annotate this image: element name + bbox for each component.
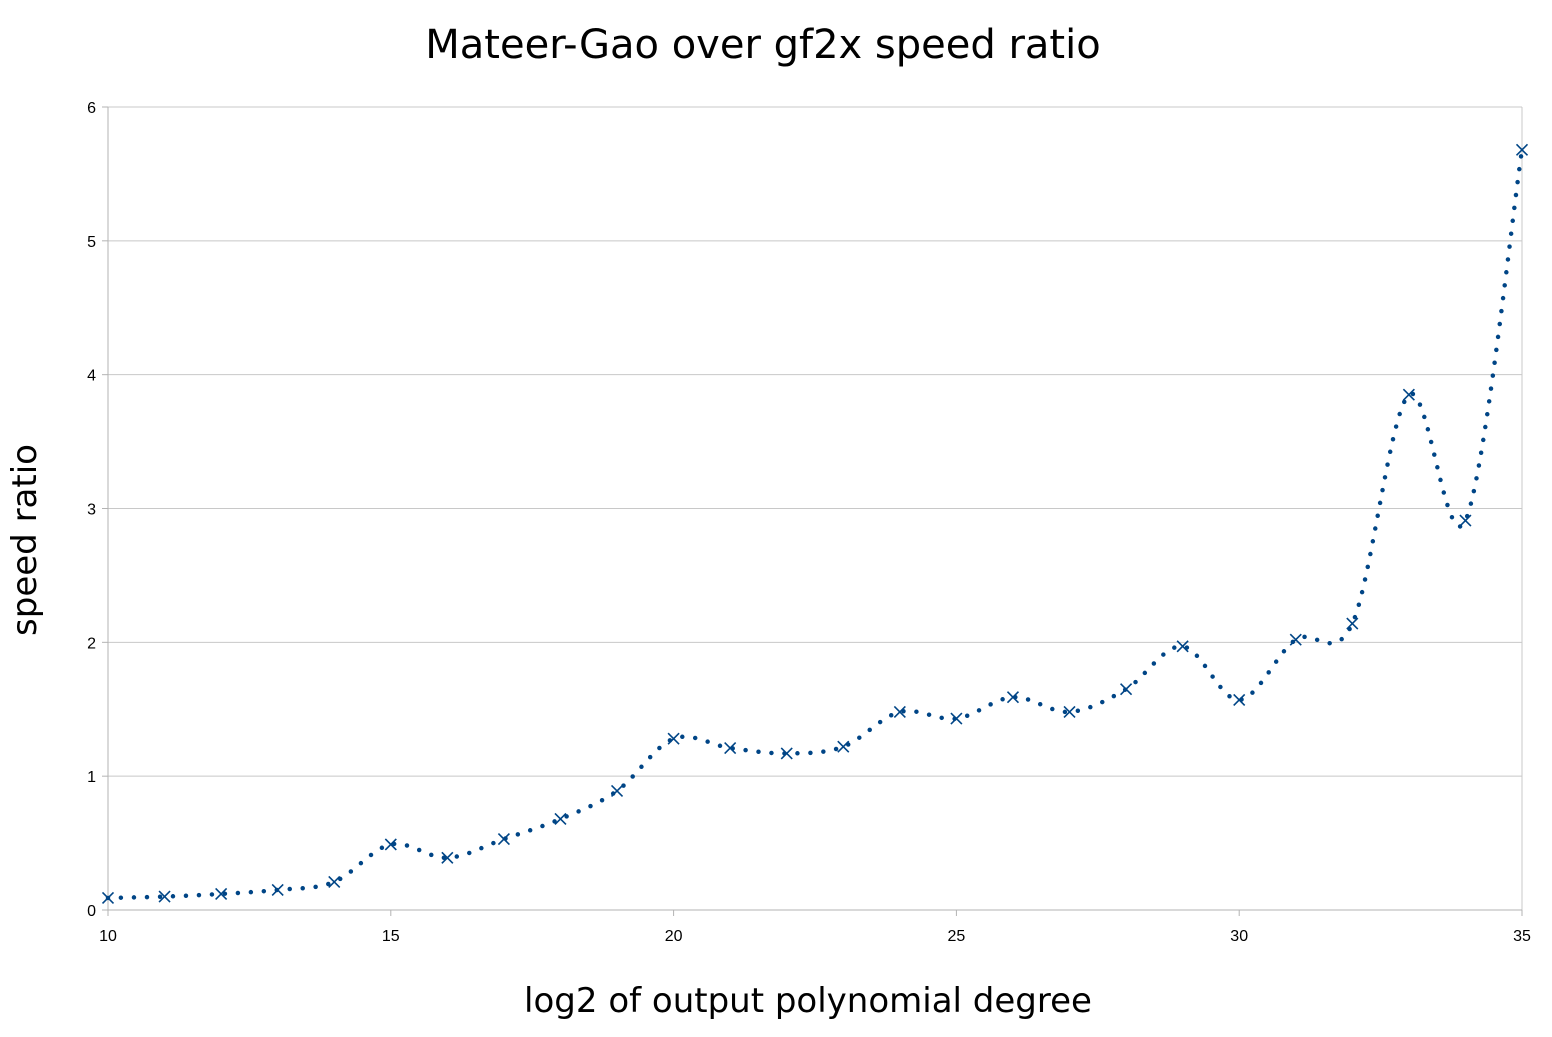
data-point — [893, 705, 906, 718]
data-point — [158, 890, 171, 903]
data-point — [950, 712, 963, 725]
x-tick-label: 20 — [665, 928, 683, 945]
data-point — [610, 784, 624, 797]
data-point — [1402, 388, 1415, 401]
data-point — [101, 891, 115, 905]
data-point — [1233, 693, 1246, 706]
data-point — [780, 747, 793, 760]
data-point — [554, 812, 567, 826]
x-tick-label: 30 — [1230, 928, 1248, 945]
tick-labels: 0 1 2 3 4 5 6 10 15 20 25 30 35 — [87, 100, 1531, 945]
data-point — [1176, 640, 1189, 653]
y-axis-title: speed ratio — [5, 444, 45, 636]
data-point — [667, 732, 680, 745]
x-tick-label: 15 — [382, 928, 400, 945]
series-trendline — [105, 147, 1525, 901]
y-tick-label: 1 — [87, 769, 96, 786]
data-point — [271, 883, 284, 896]
axes — [102, 106, 1523, 916]
data-point — [1063, 705, 1076, 718]
data-point — [384, 838, 397, 851]
y-tick-label: 0 — [87, 903, 96, 920]
data-point — [441, 851, 454, 864]
data-point — [1120, 683, 1133, 696]
data-point — [1289, 633, 1302, 646]
chart-title: Mateer-Gao over gf2x speed ratio — [425, 22, 1100, 68]
x-axis-title: log2 of output polynomial degree — [524, 981, 1092, 1021]
data-point — [837, 740, 850, 753]
data-point — [328, 875, 341, 888]
data-point — [1006, 691, 1020, 704]
x-tick-label: 25 — [948, 928, 966, 945]
data-point — [724, 741, 737, 755]
gridlines — [108, 106, 1523, 910]
data-point — [1459, 514, 1472, 527]
data-point — [497, 833, 510, 846]
y-tick-label: 2 — [87, 635, 96, 652]
y-tick-label: 5 — [87, 234, 96, 251]
data-point — [1346, 617, 1359, 630]
y-tick-label: 4 — [87, 368, 96, 385]
x-tick-label: 10 — [99, 928, 117, 945]
data-point — [1515, 143, 1529, 156]
y-tick-label: 3 — [87, 502, 96, 519]
data-series — [101, 143, 1529, 905]
y-tick-label: 6 — [87, 100, 96, 117]
x-tick-label: 35 — [1513, 928, 1531, 945]
data-point — [215, 887, 228, 901]
